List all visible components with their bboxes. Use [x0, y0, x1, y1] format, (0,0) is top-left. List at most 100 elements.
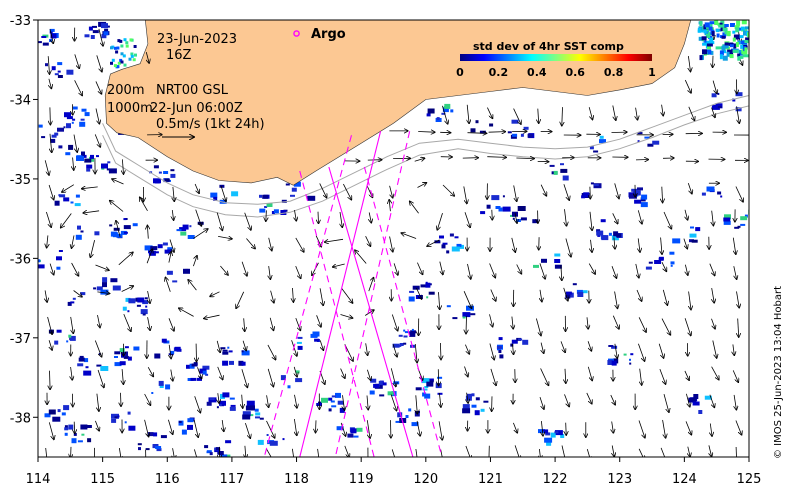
sst-pixel	[408, 408, 412, 412]
sst-pixel	[158, 380, 164, 386]
current-arrow	[513, 343, 514, 354]
current-arrow	[49, 29, 53, 43]
current-arrow	[82, 187, 98, 189]
current-arrow	[612, 421, 614, 433]
sst-pixel	[441, 244, 446, 249]
sst-pixel	[599, 139, 606, 144]
current-arrow	[427, 239, 440, 246]
current-arrow	[171, 369, 173, 381]
sst-pixel	[599, 135, 604, 139]
sst-pixel	[84, 112, 90, 117]
sst-pixel	[428, 378, 434, 382]
sst-pixel	[92, 30, 99, 34]
sst-pixel	[71, 121, 74, 124]
colorbar-tick-label: 1	[648, 66, 656, 79]
sst-pixel	[132, 223, 138, 227]
sst-pixel	[470, 313, 476, 316]
current-arrow	[365, 236, 371, 246]
current-arrow	[241, 369, 248, 387]
current-arrow	[355, 250, 367, 264]
sst-pixel	[446, 305, 451, 308]
current-arrow	[71, 366, 73, 380]
sst-pixel	[153, 165, 159, 169]
current-arrow	[96, 55, 102, 71]
sst-pixel	[170, 173, 176, 178]
ne-sst-pixel	[744, 40, 749, 44]
sst-pixel	[66, 116, 73, 120]
sst-pixel	[426, 113, 431, 117]
current-arrow	[343, 183, 351, 200]
sst-pixel	[102, 282, 107, 288]
sst-pixel	[734, 226, 740, 229]
sst-pixel	[150, 246, 158, 251]
sst-pixel	[583, 192, 590, 198]
sst-pixel	[38, 264, 45, 269]
sst-pixel	[562, 175, 569, 181]
ne-sst-pixel	[710, 50, 714, 55]
sst-pixel	[154, 179, 160, 184]
ne-sst-pixel	[733, 34, 740, 40]
sst-pixel	[225, 454, 231, 457]
sst-pixel	[164, 249, 171, 254]
sw-sst-pixel	[130, 54, 134, 58]
current-arrow	[513, 185, 517, 201]
sst-pixel	[96, 364, 102, 367]
current-arrow	[492, 209, 493, 220]
sst-pixel	[596, 230, 604, 236]
current-arrow	[197, 367, 202, 378]
sst-pixel	[590, 182, 594, 185]
ne-sst-pixel	[709, 37, 714, 43]
current-arrow	[711, 318, 716, 329]
current-arrow	[733, 237, 736, 255]
sst-pixel	[219, 184, 225, 188]
sst-pixel	[698, 410, 703, 414]
sst-pixel	[162, 242, 168, 246]
current-arrow	[489, 343, 494, 360]
current-arrow	[97, 292, 109, 294]
sst-pixel	[111, 418, 117, 423]
sst-pixel	[79, 121, 86, 127]
sst-pixel	[405, 415, 409, 418]
sst-pixel	[136, 304, 141, 307]
sw-sst-pixel	[123, 63, 127, 67]
sst-pixel	[206, 401, 212, 406]
current-arrow	[267, 368, 273, 387]
sst-pixel	[701, 192, 706, 196]
current-arrow	[218, 393, 219, 403]
sst-pixel	[63, 405, 70, 411]
sst-pixel	[202, 370, 207, 375]
current-arrow	[179, 308, 194, 317]
sst-pixel	[96, 286, 103, 291]
sst-pixel	[159, 384, 164, 388]
ne-sst-pixel	[741, 49, 748, 55]
current-arrow	[193, 229, 207, 239]
sst-pixel	[480, 211, 486, 215]
sst-pixel	[172, 280, 178, 283]
current-arrow	[488, 132, 506, 133]
sst-pixel	[80, 292, 86, 296]
current-arrow	[243, 340, 246, 351]
current-arrow	[586, 448, 590, 457]
sst-pixel	[692, 401, 700, 406]
current-arrow	[266, 420, 275, 438]
sst-pixel	[356, 427, 363, 432]
sst-pixel	[582, 290, 588, 294]
current-arrow	[514, 445, 520, 457]
sw-sst-pixel	[110, 46, 113, 50]
sst-pixel	[80, 230, 84, 233]
ne-sst-pixel	[716, 33, 720, 38]
sst-pixel	[565, 291, 572, 295]
ne-sst-pixel	[747, 32, 749, 38]
sst-pixel	[110, 278, 118, 283]
satellite-track	[299, 131, 382, 457]
sst-pixel	[38, 41, 42, 44]
sst-pixel	[209, 452, 213, 456]
sst-pixel	[560, 163, 564, 166]
current-arrow	[540, 368, 549, 385]
sst-pixel	[442, 242, 448, 245]
sst-pixel	[425, 282, 431, 288]
current-arrow	[218, 236, 232, 239]
hour-label: 16Z	[166, 48, 192, 63]
current-arrow	[220, 265, 228, 275]
current-arrow	[540, 289, 542, 302]
